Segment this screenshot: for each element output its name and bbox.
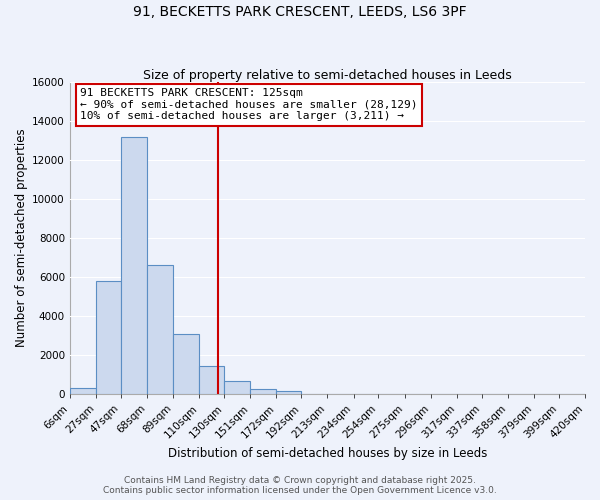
Bar [70,388,96,394]
Text: Contains HM Land Registry data © Crown copyright and database right 2025.
Contai: Contains HM Land Registry data © Crown c… [103,476,497,495]
Bar [199,366,224,394]
Bar [173,334,199,394]
Bar [277,391,301,394]
Bar [96,281,121,394]
Text: 91 BECKETTS PARK CRESCENT: 125sqm
← 90% of semi-detached houses are smaller (28,: 91 BECKETTS PARK CRESCENT: 125sqm ← 90% … [80,88,418,122]
Bar [121,136,147,394]
Text: 91, BECKETTS PARK CRESCENT, LEEDS, LS6 3PF: 91, BECKETTS PARK CRESCENT, LEEDS, LS6 3… [133,5,467,19]
Bar [250,390,277,394]
Title: Size of property relative to semi-detached houses in Leeds: Size of property relative to semi-detach… [143,69,512,82]
Bar [147,266,173,394]
Bar [224,382,250,394]
Y-axis label: Number of semi-detached properties: Number of semi-detached properties [15,129,28,348]
X-axis label: Distribution of semi-detached houses by size in Leeds: Distribution of semi-detached houses by … [168,447,487,460]
